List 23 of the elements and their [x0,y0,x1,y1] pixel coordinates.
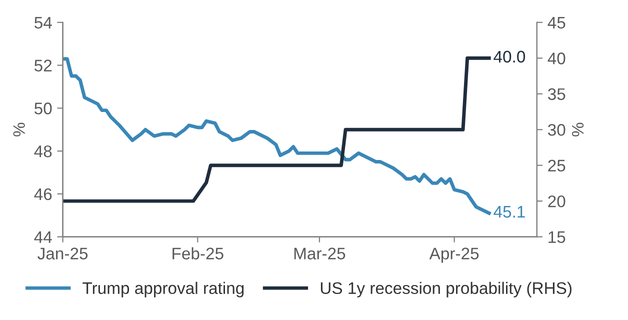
y2-tick-label: 45 [548,16,566,29]
y2-tick-label: 20 [548,195,566,208]
y2-tick-label: 15 [548,231,566,244]
y-tick-label: 44 [34,231,52,243]
y2-tick-label: 40 [548,52,566,64]
y-tick-label: 48 [34,145,52,158]
legend-label: US 1y recession probability (RHS) [320,282,572,298]
y2-tick-label: 35 [548,88,566,100]
y-tick-label: 54 [34,16,52,29]
data-label: 40.0 [494,50,526,63]
data-label: 45.1 [494,206,525,218]
x-tick-label: Apr-25 [429,248,479,263]
x-tick-label: Jan-25 [38,248,88,260]
y-tick-label: 50 [34,102,52,114]
y2-axis-title: % [572,122,584,136]
legend-label: Trump approval rating [82,282,244,298]
y2-tick-label: 30 [548,124,566,136]
y-tick-label: 52 [34,60,52,72]
x-tick-label: Feb-25 [172,247,224,260]
y-axis-title: % [13,122,25,136]
y2-tick-label: 25 [548,160,566,172]
y-tick-label: 46 [34,188,52,200]
x-tick-label: Mar-25 [294,248,346,260]
